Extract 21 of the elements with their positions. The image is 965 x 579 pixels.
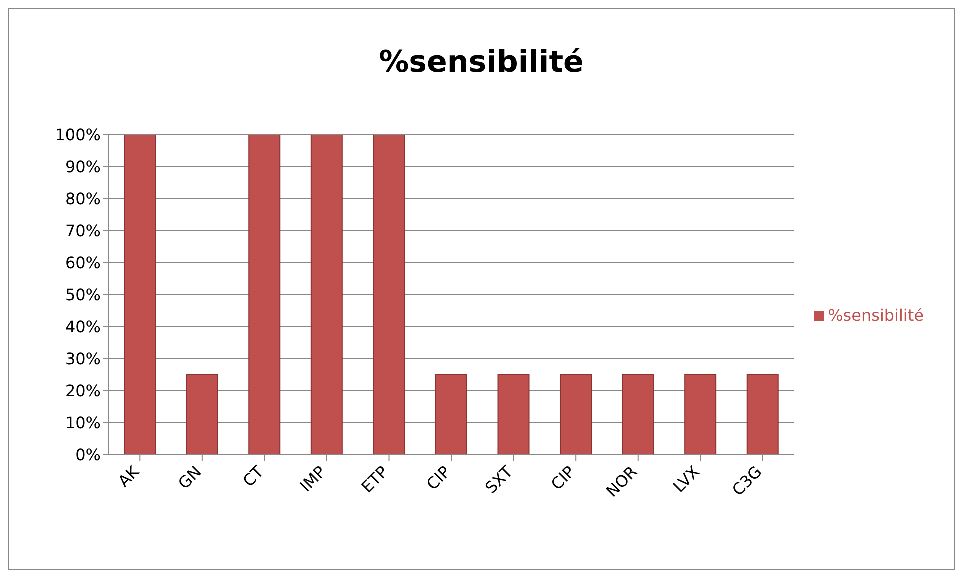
y-tick-label: 30% xyxy=(65,350,101,369)
x-tick-label: CIP xyxy=(547,462,580,494)
y-tick-label: 20% xyxy=(65,382,101,401)
y-tick-label: 40% xyxy=(65,318,101,337)
x-tick-label: LVX xyxy=(670,462,704,496)
x-tick-label: CT xyxy=(239,462,268,491)
x-tick-label: GN xyxy=(174,462,206,494)
x-tick-label: IMP xyxy=(296,462,330,496)
x-tick-label: ETP xyxy=(358,462,392,497)
y-tick-label: 10% xyxy=(65,414,101,433)
x-tick-label: AK xyxy=(114,462,144,491)
y-tick-label: 70% xyxy=(65,222,101,241)
y-tick-label: 100% xyxy=(55,126,101,145)
y-tick-label: 60% xyxy=(65,254,101,273)
y-tick-label: 80% xyxy=(65,190,101,209)
chart-title: %sensibilité xyxy=(378,44,585,82)
y-tick-label: 50% xyxy=(65,286,101,305)
x-tick-label: CIP xyxy=(422,462,455,494)
legend-label: %sensibilité xyxy=(828,306,924,324)
y-tick-label: 90% xyxy=(65,158,101,177)
y-tick-label: 0% xyxy=(76,446,101,465)
